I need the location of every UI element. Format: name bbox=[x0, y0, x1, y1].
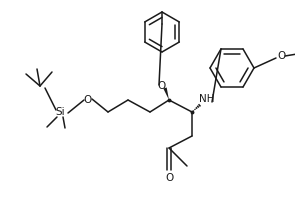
Text: O: O bbox=[84, 95, 92, 105]
Text: Si: Si bbox=[55, 107, 65, 117]
Polygon shape bbox=[163, 87, 169, 100]
Text: NH: NH bbox=[199, 94, 215, 104]
Text: O: O bbox=[277, 51, 285, 61]
Text: O: O bbox=[165, 173, 173, 183]
Text: O: O bbox=[158, 81, 166, 91]
